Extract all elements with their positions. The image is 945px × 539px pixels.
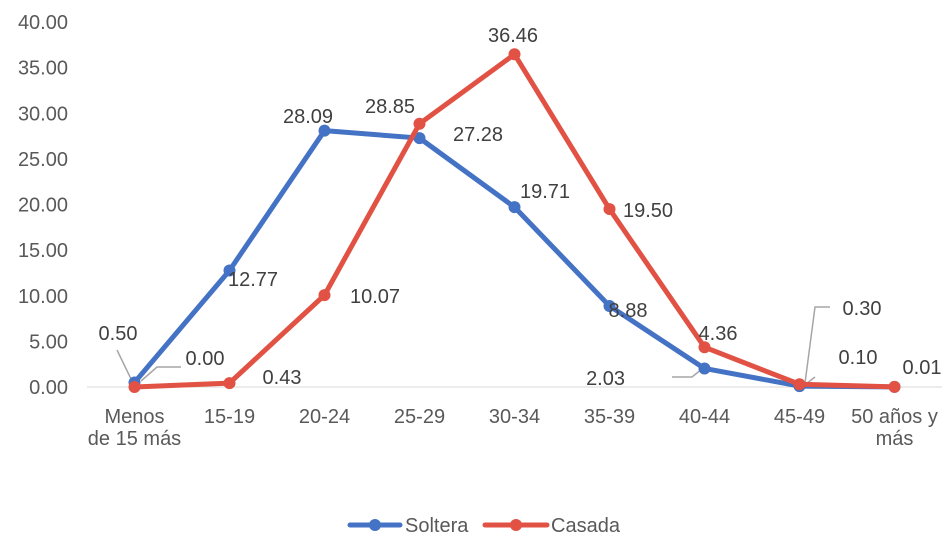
data-point bbox=[318, 124, 331, 137]
data-label: 19.71 bbox=[520, 181, 570, 203]
y-tick-label: 5.00 bbox=[29, 331, 68, 353]
data-point bbox=[603, 299, 616, 312]
series-soltera bbox=[128, 124, 901, 393]
data-label: 28.09 bbox=[283, 106, 333, 128]
y-tick-label: 0.00 bbox=[29, 377, 68, 399]
series-line bbox=[132, 128, 897, 390]
x-tick-label: 45-49 bbox=[774, 406, 825, 428]
x-tick-label: 30-34 bbox=[489, 406, 540, 428]
x-tick-label-line: Menos bbox=[104, 406, 164, 428]
legend-marker bbox=[369, 519, 381, 531]
series-group bbox=[128, 48, 901, 393]
y-tick-label: 20.00 bbox=[18, 195, 68, 217]
x-tick-label-line: de 15 más bbox=[88, 428, 181, 450]
data-label: 0.01 bbox=[903, 357, 942, 379]
data-labels: 0.50 12.77 28.09 27.28 19.71 8.88 2.03 0.10 0.01… bbox=[99, 25, 942, 390]
x-tick-label-line: 35-39 bbox=[584, 406, 635, 428]
x-axis: Menos de 15 más 15-19 20-24 25-29 30-34 35-39 4… bbox=[87, 386, 942, 450]
data-point bbox=[223, 264, 236, 277]
y-tick-label: 25.00 bbox=[18, 149, 68, 171]
data-label: 10.07 bbox=[350, 286, 400, 308]
data-point bbox=[128, 381, 141, 393]
x-tick-label-line: 30-34 bbox=[489, 406, 540, 428]
x-tick-label-line: 25-29 bbox=[394, 406, 445, 428]
x-tick-label: 35-39 bbox=[584, 406, 635, 428]
data-label: 8.88 bbox=[609, 300, 648, 322]
x-tick-label: 15-19 bbox=[204, 406, 255, 428]
leader-line bbox=[116, 349, 133, 382]
y-tick-label: 35.00 bbox=[18, 58, 68, 80]
data-label: 36.46 bbox=[488, 25, 538, 47]
legend-label: Casada bbox=[551, 515, 621, 537]
data-label: 0.00 bbox=[186, 348, 225, 370]
x-tick-label: Menos de 15 más bbox=[88, 406, 181, 450]
y-tick-label: 15.00 bbox=[18, 240, 68, 262]
data-point bbox=[698, 362, 711, 375]
y-axis: 0.00 5.00 10.00 15.00 20.00 25.00 30.00 35.00 40… bbox=[18, 12, 68, 399]
label-leader-lines bbox=[116, 306, 830, 385]
data-point bbox=[413, 132, 426, 145]
legend: Soltera Casada bbox=[347, 515, 621, 537]
data-label: 0.50 bbox=[99, 323, 138, 345]
x-tick-label-line: 40-44 bbox=[679, 406, 730, 428]
legend-item: Casada bbox=[482, 515, 621, 537]
x-tick-label-line: 50 años y bbox=[851, 406, 938, 428]
data-label: 4.36 bbox=[699, 323, 738, 345]
data-point bbox=[698, 341, 711, 354]
y-tick-label: 40.00 bbox=[18, 12, 68, 34]
data-label: 0.43 bbox=[263, 367, 302, 389]
legend-marker bbox=[510, 519, 522, 531]
x-tick-label: 40-44 bbox=[679, 406, 730, 428]
data-point bbox=[508, 201, 521, 214]
data-point bbox=[508, 48, 521, 61]
data-label: 27.28 bbox=[453, 124, 503, 146]
legend-item: Soltera bbox=[347, 515, 469, 537]
data-label: 0.10 bbox=[839, 347, 878, 369]
data-label: 2.03 bbox=[586, 368, 625, 390]
data-point bbox=[318, 289, 331, 302]
x-tick-label-line: 20-24 bbox=[299, 406, 350, 428]
series-casada bbox=[128, 48, 901, 393]
data-label: 12.77 bbox=[228, 269, 278, 291]
data-point bbox=[413, 117, 426, 130]
series-line bbox=[132, 51, 897, 390]
x-tick-label: 20-24 bbox=[299, 406, 350, 428]
data-point bbox=[888, 380, 901, 393]
data-label: 28.85 bbox=[365, 96, 415, 118]
leader-line bbox=[140, 366, 181, 382]
x-tick-label-line: 45-49 bbox=[774, 406, 825, 428]
legend-label: Soltera bbox=[405, 515, 469, 537]
y-tick-label: 30.00 bbox=[18, 103, 68, 125]
leader-line bbox=[672, 368, 703, 378]
x-tick-label: 25-29 bbox=[394, 406, 445, 428]
data-point bbox=[603, 203, 616, 216]
x-tick-label-line: más bbox=[876, 428, 914, 450]
x-tick-label: 50 años y más bbox=[851, 406, 938, 450]
data-point bbox=[223, 377, 236, 390]
y-tick-label: 10.00 bbox=[18, 286, 68, 308]
data-label: 19.50 bbox=[623, 200, 673, 222]
leader-line bbox=[804, 306, 830, 384]
data-point bbox=[793, 378, 806, 391]
data-label: 0.30 bbox=[843, 298, 882, 320]
x-tick-label-line: 15-19 bbox=[204, 406, 255, 428]
